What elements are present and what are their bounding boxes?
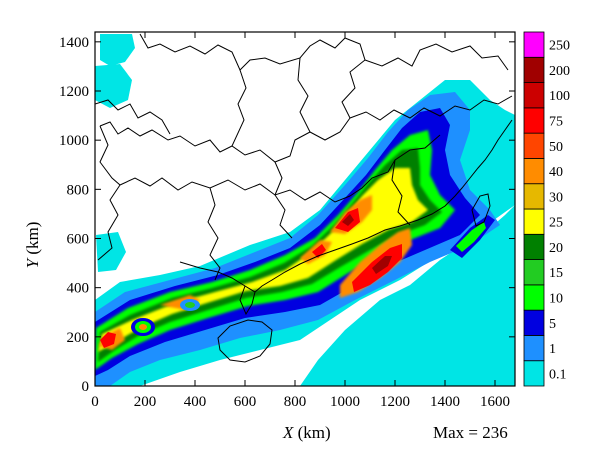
colorbar-label: 25 bbox=[549, 216, 563, 231]
y-tick-label: 400 bbox=[67, 281, 90, 297]
colorbar-swatch bbox=[523, 259, 545, 286]
province-boundary bbox=[297, 57, 311, 133]
x-tick-label: 600 bbox=[234, 394, 257, 410]
x-tick-label: 800 bbox=[284, 394, 307, 410]
province-boundary bbox=[349, 134, 441, 197]
precipitation-field bbox=[95, 34, 515, 386]
y-tick-label: 1200 bbox=[59, 84, 89, 100]
colorbar-swatch bbox=[523, 335, 545, 362]
province-boundary bbox=[364, 43, 509, 71]
max-annotation: Max = 236 bbox=[433, 423, 508, 442]
colorbar-label: 75 bbox=[549, 115, 563, 130]
colorbar-label: 15 bbox=[549, 266, 563, 281]
colorbar-swatch bbox=[523, 107, 545, 134]
x-axis-ticks: 0 200 400 600 800 1000 1200 1400 1600 bbox=[91, 32, 510, 410]
province-boundary bbox=[95, 99, 171, 135]
y-tick-label: 800 bbox=[67, 182, 90, 198]
y-axis-unit: (km) bbox=[23, 222, 42, 259]
rain-region-level-200 bbox=[342, 214, 392, 274]
x-tick-label: 1600 bbox=[480, 394, 510, 410]
x-tick-label: 400 bbox=[184, 394, 207, 410]
rain-region-level-0.1-patch-w bbox=[95, 64, 132, 108]
colorbar-swatch bbox=[523, 208, 545, 235]
y-tick-label: 200 bbox=[67, 330, 90, 346]
x-axis-variable: X bbox=[282, 423, 294, 442]
province-boundary bbox=[349, 95, 513, 121]
colorbar-swatch bbox=[523, 132, 545, 159]
y-tick-label: 600 bbox=[67, 232, 90, 248]
y-axis-variable: Y bbox=[23, 257, 42, 268]
colorbar-swatch bbox=[523, 284, 545, 311]
x-axis-unit: (km) bbox=[293, 423, 330, 442]
y-tick-label: 1400 bbox=[59, 35, 89, 51]
island-outline bbox=[217, 319, 273, 363]
x-tick-label: 1200 bbox=[380, 394, 410, 410]
colorbar-swatch bbox=[523, 31, 545, 58]
province-boundary bbox=[231, 69, 247, 147]
boundary-lines bbox=[95, 33, 513, 363]
colorbar-label: 0.1 bbox=[549, 367, 567, 382]
peninsula-outline bbox=[239, 285, 256, 316]
colorbar-label: 5 bbox=[549, 317, 556, 332]
colorbar-label: 50 bbox=[549, 140, 563, 155]
colorbar-swatch bbox=[523, 233, 545, 260]
colorbar-label: 100 bbox=[549, 89, 570, 104]
colorbar-swatch bbox=[523, 360, 545, 387]
y-axis-title: Y (km) bbox=[23, 222, 42, 269]
colorbar-swatch bbox=[523, 309, 545, 336]
x-tick-label: 1000 bbox=[330, 394, 360, 410]
colorbar-label: 250 bbox=[549, 39, 570, 54]
colorbar-label: 10 bbox=[549, 292, 563, 307]
province-boundary bbox=[274, 161, 293, 239]
storm-cells-sw bbox=[131, 299, 200, 336]
x-tick-label: 0 bbox=[91, 394, 99, 410]
rain-region-level-0.1-patch-nw bbox=[100, 34, 135, 66]
colorbar-swatch bbox=[523, 158, 545, 185]
plot-frame bbox=[94, 31, 516, 387]
x-tick-label: 1400 bbox=[430, 394, 460, 410]
province-boundary bbox=[99, 33, 366, 163]
province-boundary bbox=[97, 125, 121, 261]
province-boundary bbox=[391, 159, 411, 226]
province-boundary bbox=[119, 177, 351, 203]
colorbar-label: 30 bbox=[549, 190, 563, 205]
colorbar-label: 40 bbox=[549, 165, 563, 180]
x-axis-title: X (km) bbox=[282, 423, 331, 442]
y-tick-label: 0 bbox=[82, 379, 90, 395]
rain-region-level-0.1-patch-sw bbox=[96, 232, 126, 272]
x-tick-label: 200 bbox=[134, 394, 157, 410]
colorbar-label: 1 bbox=[549, 342, 556, 357]
province-boundary bbox=[207, 187, 221, 281]
colorbar-swatch bbox=[523, 183, 545, 210]
colorbar-swatch bbox=[523, 82, 545, 109]
colorbar-swatch bbox=[523, 56, 545, 83]
coastline bbox=[179, 119, 513, 293]
plot-area: 0 200 400 600 800 1000 1200 1400 1600 0 200 400 600… bbox=[59, 31, 516, 410]
island-outline bbox=[471, 193, 491, 227]
y-axis-ticks: 0 200 400 600 800 1000 1200 1400 bbox=[59, 35, 515, 395]
colorbar-label: 20 bbox=[549, 241, 563, 256]
colorbar-label: 200 bbox=[549, 64, 570, 79]
rain-region-offshore-band-inner bbox=[456, 222, 486, 252]
y-tick-label: 1000 bbox=[59, 133, 89, 149]
